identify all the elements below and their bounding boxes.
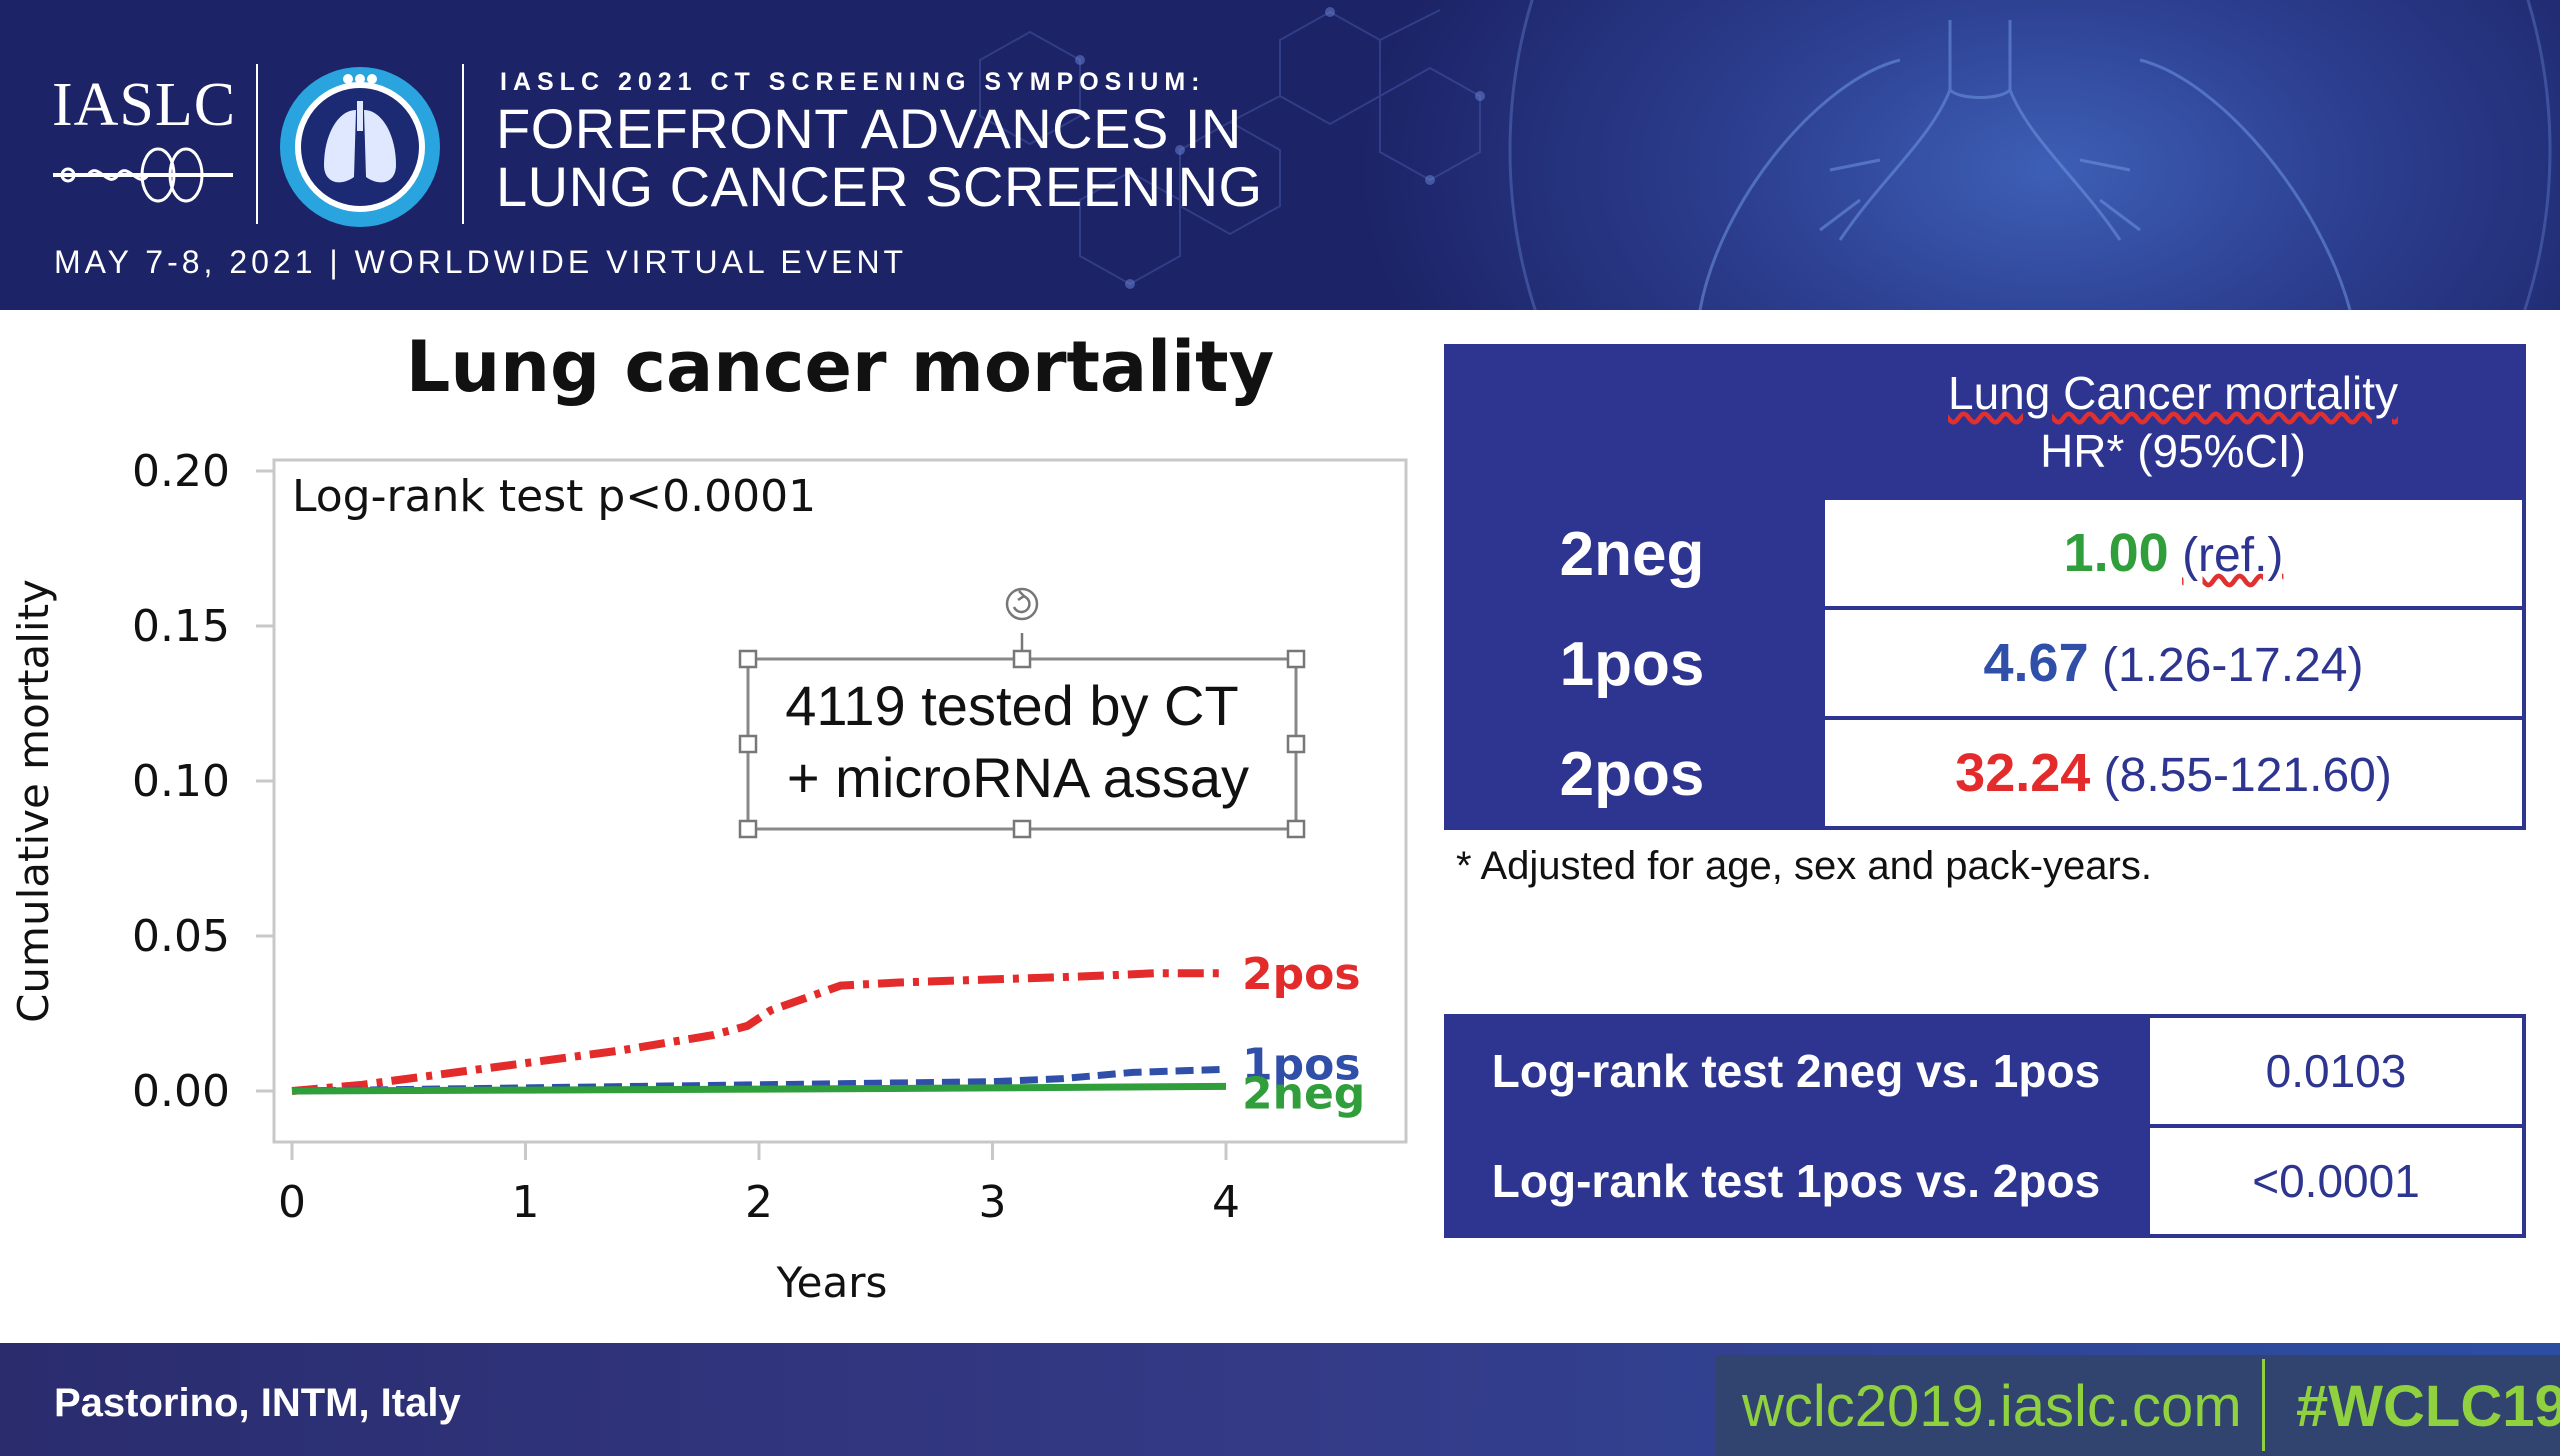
header-background [979, 0, 2552, 310]
plot-frame [272, 458, 1408, 1144]
series-line-1pos [291, 1065, 1227, 1095]
y-tick-label: 0.00 [132, 1066, 230, 1117]
y-tick-label: 0.20 [132, 446, 230, 497]
hr-header-line1: Lung Cancer mortality [1948, 367, 2398, 419]
wclc-hashtag: #WCLC19 [2296, 1374, 2560, 1439]
textbox-line2: + microRNA assay [787, 746, 1249, 809]
hr-ci-2neg: (ref.) [2182, 529, 2284, 582]
header-divider [256, 64, 258, 224]
logrank-value-2: <0.0001 [2150, 1128, 2522, 1234]
presenter-credit: Pastorino, INTM, Italy [54, 1381, 461, 1425]
chart-title: Lung cancer mortality [406, 326, 1275, 408]
series-line-2neg [291, 1082, 1227, 1095]
hr-ci-1pos: (1.26-17.24) [2101, 639, 2364, 692]
hr-row-label-2neg: 2neg [1559, 520, 1705, 589]
header-banner: IASLC IASLC 2021 CT SCREENING SYMPOSIUM:… [0, 0, 2560, 310]
adjustment-footnote: * Adjusted for age, sex and pack-years. [1456, 844, 2152, 888]
wclc-url[interactable]: wclc2019.iaslc.com [1742, 1374, 2242, 1439]
x-axis: 0 1 2 3 4 [278, 1142, 1240, 1228]
footer-bar: Pastorino, INTM, Italy wclc2019.iaslc.co… [0, 1343, 2560, 1456]
logrank-value-1: 0.0103 [2150, 1018, 2522, 1124]
iaslc-wordmark: IASLC [52, 71, 237, 139]
x-tick-label: 1 [512, 1177, 540, 1228]
resize-handles[interactable] [738, 649, 1306, 839]
hr-row-label-1pos: 1pos [1559, 630, 1705, 699]
series-label-2neg: 2neg [1242, 1068, 1365, 1119]
series-line-2pos [291, 969, 1226, 1095]
wclc-banner: wclc2019.iaslc.com #WCLC19 [1716, 1355, 2560, 1456]
logrank-label-1: Log-rank test 2neg vs. 1pos [1491, 1045, 2101, 1097]
header-divider-2 [462, 64, 464, 224]
x-tick-label: 2 [745, 1177, 773, 1228]
hr-value-2neg: 1.00 [2063, 523, 2169, 583]
hr-row-value-2neg: 1.00 (ref.) [1825, 500, 2522, 606]
rotate-handle-icon[interactable] [1005, 587, 1039, 621]
wclc-separator [2262, 1359, 2265, 1451]
series-label-1pos: 1pos [1242, 1039, 1361, 1090]
sample-textbox[interactable]: 4119 tested by CT + microRNA assay [738, 587, 1306, 839]
hr-value-2pos: 32.24 [1955, 743, 2091, 803]
logrank-annotation: Log-rank test p<0.0001 [292, 471, 816, 522]
hr-row-value-2pos: 32.24 (8.55-121.60) [1825, 720, 2522, 826]
hazard-ratio-table: Lung Cancer mortality HR* (95%CI) 2neg 1… [1444, 344, 2526, 830]
x-axis-label: Years [776, 1258, 888, 1307]
hr-table-header: Lung Cancer mortality HR* (95%CI) [1820, 364, 2526, 480]
x-tick-label: 0 [278, 1177, 306, 1228]
event-title-line2: LUNG CANCER SCREENING [496, 155, 1263, 218]
hr-value-1pos: 4.67 [1983, 633, 2089, 693]
hr-ci-2pos: (8.55-121.60) [2103, 749, 2392, 802]
mortality-chart: Lung cancer mortality 0.200.150.100.050.… [9, 326, 1408, 1307]
x-tick-label: 3 [979, 1177, 1007, 1228]
series-group [291, 969, 1227, 1095]
y-axis-label: Cumulative mortality [9, 579, 58, 1023]
event-title-line1: FOREFRONT ADVANCES IN [496, 97, 1242, 160]
textbox-line1: 4119 tested by CT [785, 674, 1238, 737]
logrank-table: Log-rank test 2neg vs. 1pos 0.0103 Log-r… [1444, 1014, 2526, 1238]
event-title: FOREFRONT ADVANCES IN LUNG CANCER SCREEN… [496, 100, 1263, 216]
lung-graphic [1698, 20, 2352, 310]
series-label-2pos: 2pos [1242, 949, 1361, 1000]
y-tick-label: 0.05 [132, 911, 230, 962]
caduceus-lung-icon [53, 147, 233, 203]
y-tick-label: 0.15 [132, 601, 230, 652]
hr-row-value-1pos: 4.67 (1.26-17.24) [1825, 610, 2522, 716]
symposium-title: IASLC 2021 CT SCREENING SYMPOSIUM: [500, 68, 1206, 96]
event-dateline: MAY 7-8, 2021 | WORLDWIDE VIRTUAL EVENT [54, 244, 908, 280]
hr-row-label-2pos: 2pos [1559, 740, 1705, 809]
x-tick-label: 4 [1212, 1177, 1240, 1228]
logrank-label-2: Log-rank test 1pos vs. 2pos [1491, 1155, 2101, 1207]
y-axis: 0.20 0.15 0.10 0.05 0.00 [132, 446, 274, 1117]
hr-header-line2: HR* (95%CI) [2040, 425, 2306, 477]
lung-badge-icon [280, 67, 440, 227]
y-tick-label: 0.10 [132, 756, 230, 807]
